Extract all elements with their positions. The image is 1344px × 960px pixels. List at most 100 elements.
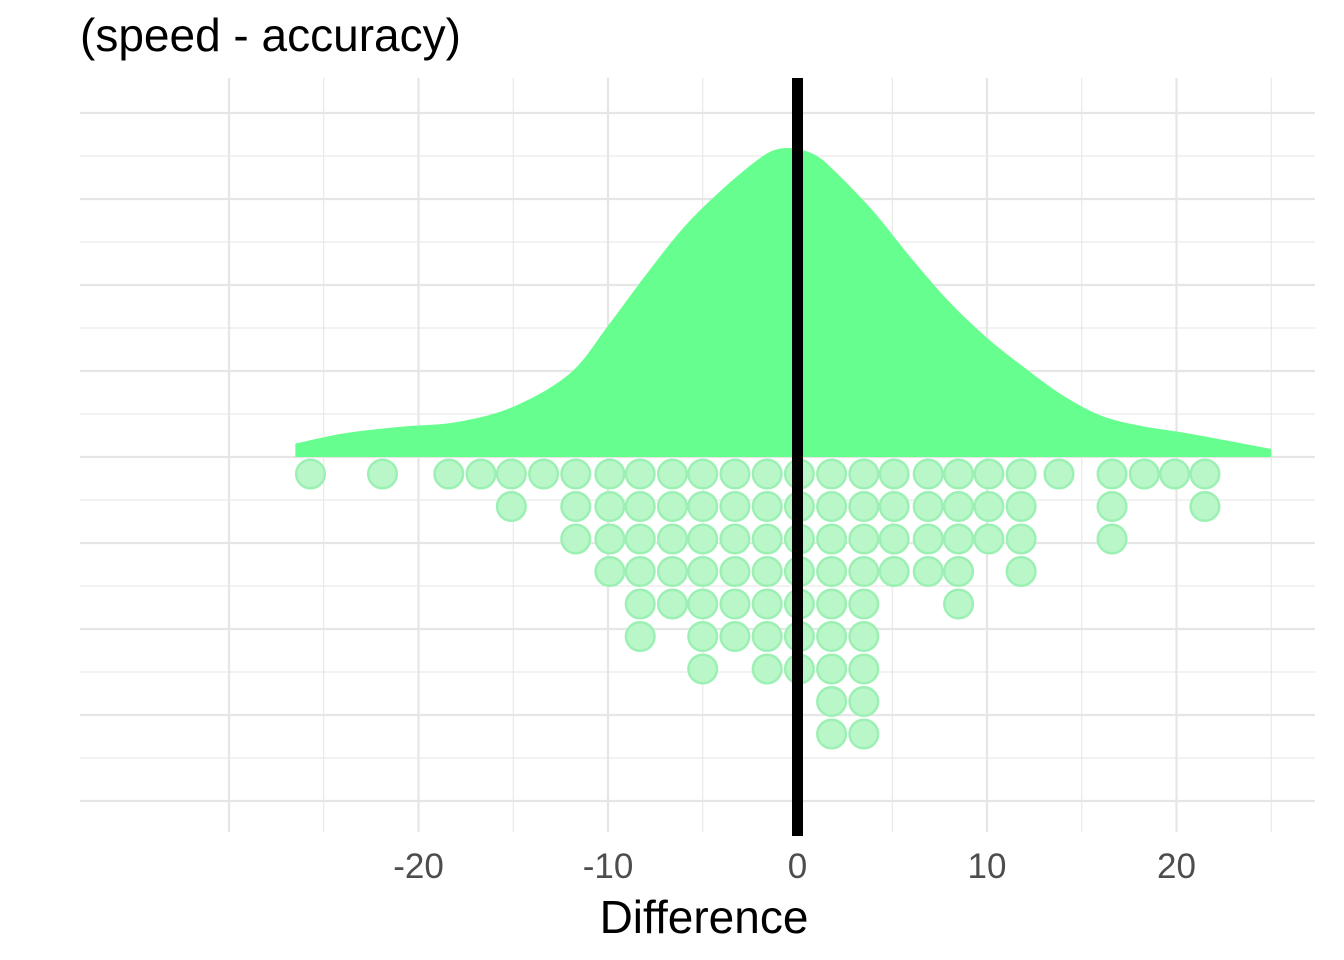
data-dot xyxy=(848,685,880,718)
data-dot xyxy=(624,458,656,490)
data-dot xyxy=(1159,458,1191,490)
data-dot xyxy=(848,490,880,523)
data-dot xyxy=(848,458,880,490)
data-dot xyxy=(656,588,688,620)
data-dot xyxy=(816,555,848,588)
data-dot xyxy=(719,620,751,653)
data-dot xyxy=(594,490,626,523)
data-dot xyxy=(656,490,688,523)
data-dot xyxy=(816,490,848,523)
data-dot xyxy=(687,490,719,523)
data-dot xyxy=(912,523,944,555)
data-dot xyxy=(751,620,783,653)
data-dot xyxy=(816,653,848,685)
data-dot xyxy=(560,458,592,490)
data-dot xyxy=(912,490,944,523)
data-dot xyxy=(1189,458,1221,490)
data-dot xyxy=(594,523,626,555)
data-dot xyxy=(687,653,719,685)
data-dot xyxy=(624,555,656,588)
density-area-path xyxy=(295,147,1272,457)
data-dot xyxy=(816,620,848,653)
data-dot xyxy=(1189,490,1221,523)
data-dot xyxy=(751,490,783,523)
data-dot xyxy=(912,458,944,490)
data-dot xyxy=(624,620,656,653)
data-dot xyxy=(1128,458,1160,490)
data-dot xyxy=(878,490,910,523)
data-dot xyxy=(973,523,1005,555)
data-dot xyxy=(719,555,751,588)
data-dot xyxy=(560,490,592,523)
data-dot xyxy=(848,588,880,620)
data-dot xyxy=(973,458,1005,490)
data-dot xyxy=(848,620,880,653)
data-dot xyxy=(719,523,751,555)
data-dot xyxy=(687,523,719,555)
data-dot xyxy=(848,555,880,588)
data-dot xyxy=(848,653,880,685)
x-tick-label: 0 xyxy=(788,847,807,886)
density-area xyxy=(295,147,1272,457)
data-dot xyxy=(943,555,975,588)
data-dot xyxy=(878,555,910,588)
data-dot xyxy=(656,523,688,555)
data-dot xyxy=(465,458,497,490)
data-dot xyxy=(816,458,848,490)
x-tick-label: 10 xyxy=(968,847,1007,886)
data-dot xyxy=(719,490,751,523)
data-dot xyxy=(751,555,783,588)
data-dot xyxy=(560,523,592,555)
x-tick-labels: -20 -10 0 10 20 xyxy=(393,847,1196,886)
data-dot xyxy=(1043,458,1075,490)
data-dot xyxy=(751,523,783,555)
data-dot xyxy=(912,555,944,588)
data-dot xyxy=(973,490,1005,523)
data-dot xyxy=(751,588,783,620)
x-axis-title: Difference xyxy=(600,891,809,943)
data-dot xyxy=(848,718,880,750)
data-dot xyxy=(1096,490,1128,523)
data-dot xyxy=(687,588,719,620)
data-dot xyxy=(656,458,688,490)
data-dot xyxy=(1096,523,1128,555)
data-dot xyxy=(1005,555,1037,588)
x-tick-label: -10 xyxy=(583,847,634,886)
x-tick-label: 20 xyxy=(1157,847,1196,886)
data-dot xyxy=(943,588,975,620)
data-dot xyxy=(816,588,848,620)
data-dot xyxy=(624,588,656,620)
data-dot xyxy=(943,490,975,523)
data-dot xyxy=(624,490,656,523)
data-dot xyxy=(656,555,688,588)
data-dot xyxy=(1005,523,1037,555)
data-dot xyxy=(294,458,327,490)
dot-stack xyxy=(294,458,1221,750)
data-dot xyxy=(495,458,527,490)
data-dot xyxy=(528,458,560,490)
data-dot xyxy=(495,490,527,523)
data-dot xyxy=(1005,490,1037,523)
data-dot xyxy=(624,523,656,555)
data-dot xyxy=(687,458,719,490)
x-tick-label: -20 xyxy=(393,847,444,886)
data-dot xyxy=(943,458,975,490)
data-dot xyxy=(1096,458,1128,490)
data-dot xyxy=(719,458,751,490)
data-dot xyxy=(433,458,465,490)
data-dot xyxy=(848,523,880,555)
data-dot xyxy=(878,523,910,555)
data-dot xyxy=(878,458,910,490)
data-dot xyxy=(687,555,719,588)
data-dot xyxy=(751,458,783,490)
data-dot xyxy=(366,458,399,490)
data-dot xyxy=(594,458,626,490)
data-dot xyxy=(687,620,719,653)
data-dot xyxy=(751,653,783,685)
data-dot xyxy=(1005,458,1037,490)
data-dot xyxy=(719,588,751,620)
chart-title: (speed - accuracy) xyxy=(80,9,461,61)
data-dot xyxy=(594,555,626,588)
data-dot xyxy=(816,718,848,750)
